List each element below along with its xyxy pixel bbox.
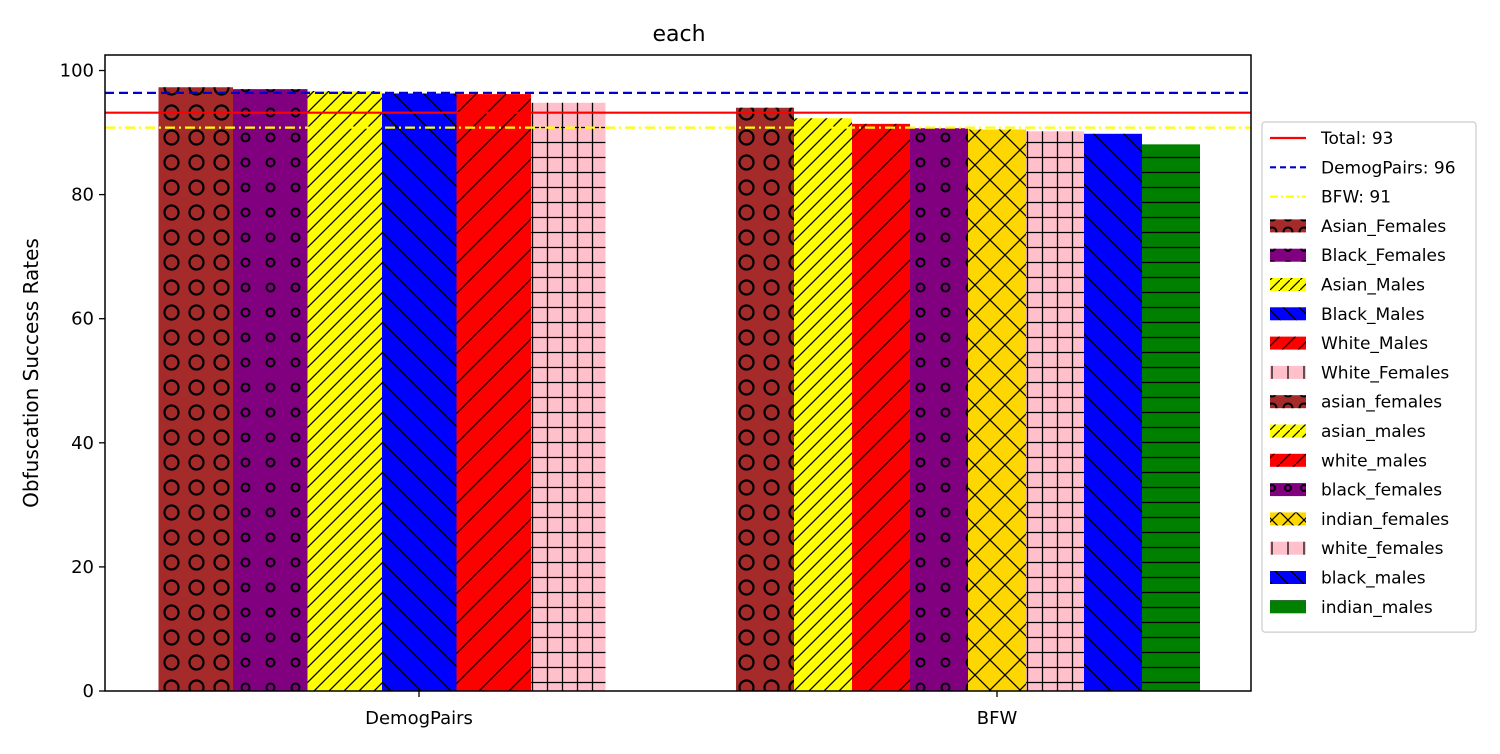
legend-swatch-hatch — [1270, 248, 1306, 262]
legend-swatch-hatch — [1270, 541, 1306, 555]
legend-label: Asian_Females — [1321, 217, 1446, 237]
legend: Total: 93 DemogPairs: 96 BFW: 91 Asian_Fema… — [1261, 121, 1477, 633]
bar-bfw-black-males-hatch — [1084, 133, 1142, 692]
y-axis-label: Obfuscation Success Rates — [19, 238, 43, 508]
y-tick-label: 100 — [60, 61, 94, 82]
legend-label: black_males — [1321, 569, 1426, 589]
legend-entry-demogpairs-96: DemogPairs: 96 — [1270, 158, 1456, 178]
bar-demogpairs-asian-males-hatch — [307, 90, 382, 692]
legend-entry-black-females: black_females — [1270, 481, 1442, 501]
legend-swatch-hatch — [1270, 395, 1306, 409]
bar-bfw-indian-females — [968, 129, 1026, 691]
legend-label: White_Males — [1321, 334, 1428, 354]
legend-entry-white-males: white_males — [1270, 451, 1427, 471]
reference-lines-layer — [105, 91, 1251, 129]
legend-entry-white-males: White_Males — [1270, 334, 1428, 354]
y-tick-label: 20 — [71, 557, 94, 578]
legend-label: Asian_Males — [1321, 276, 1425, 296]
x-tick-label-demogpairs: DemogPairs — [365, 708, 473, 729]
bar-bfw-white-females — [1026, 131, 1084, 691]
legend-entry-asian-males: Asian_Males — [1270, 276, 1425, 296]
legend-swatch-hatch — [1270, 219, 1306, 233]
legend-label: Black_Males — [1321, 305, 1425, 325]
bar-bfw-asian-males-hatch — [794, 118, 852, 692]
bar-demogpairs-white-females — [531, 102, 606, 691]
bar-bfw-asian-females — [736, 107, 794, 692]
bar-bfw-indian-females-hatch — [968, 129, 1026, 691]
legend-entry-asian-females: asian_females — [1270, 393, 1442, 413]
legend-label: Total: 93 — [1320, 129, 1393, 149]
bars-layer — [158, 87, 1200, 692]
y-tick-label: 60 — [71, 309, 94, 330]
legend-entry-black-males: black_males — [1270, 569, 1426, 589]
y-tick-label: 40 — [71, 433, 94, 454]
bar-bfw-indian-males-hatch — [1142, 144, 1200, 692]
bar-bfw-indian-males — [1142, 144, 1200, 692]
legend-label: BFW: 91 — [1321, 188, 1391, 208]
legend-label: asian_males — [1321, 422, 1426, 442]
legend-entry-total-93: Total: 93 — [1270, 129, 1393, 149]
y-tick-label: 80 — [71, 185, 94, 206]
bar-demogpairs-black-males — [382, 93, 457, 692]
legend-entry-indian-males: indian_males — [1270, 598, 1433, 618]
legend-label: indian_females — [1321, 510, 1449, 530]
legend-entry-black-males: Black_Males — [1270, 305, 1425, 325]
legend-label: Black_Females — [1321, 246, 1446, 266]
bar-bfw-black-females — [910, 128, 968, 692]
y-tick-label: 0 — [83, 681, 94, 702]
legend-swatch-hatch — [1270, 483, 1306, 497]
bar-demogpairs-asian-males — [307, 90, 382, 692]
bar-demogpairs-white-males-hatch — [456, 94, 531, 692]
legend-swatch-hatch — [1270, 571, 1306, 584]
bar-demogpairs-black-males-hatch — [382, 93, 457, 692]
legend-entry-indian-females: indian_females — [1270, 510, 1449, 530]
x-tick-label-bfw: BFW — [977, 708, 1018, 729]
legend-label: indian_males — [1321, 598, 1433, 618]
legend-label: DemogPairs: 96 — [1321, 158, 1456, 178]
bar-demogpairs-white-males — [456, 94, 531, 692]
legend-swatch-hatch — [1270, 424, 1306, 438]
legend-entry-asian-females: Asian_Females — [1270, 217, 1446, 237]
bar-bfw-asian-males — [794, 118, 852, 692]
bar-bfw-black-males — [1084, 133, 1142, 692]
x-axis: DemogPairs BFW — [365, 691, 1017, 729]
plot-frame — [104, 54, 1252, 692]
legend-swatch-hatch — [1270, 453, 1306, 467]
legend-swatch-hatch — [1270, 307, 1306, 321]
legend-swatch-hatch — [1270, 600, 1306, 614]
legend-frame — [1261, 121, 1477, 633]
legend-swatch-hatch — [1270, 512, 1306, 526]
chart-title: each — [652, 22, 705, 47]
legend-label: asian_females — [1321, 393, 1442, 413]
legend-entry-white-females: white_females — [1270, 539, 1444, 559]
legend-entry-white-females: White_Females — [1270, 363, 1449, 383]
bar-demogpairs-asian-females-hatch — [158, 87, 233, 691]
y-axis: 0 20 40 60 80 100 — [60, 61, 105, 702]
legend-swatch-hatch — [1270, 278, 1306, 291]
legend-entry-bfw-91: BFW: 91 — [1270, 188, 1391, 208]
bar-bfw-white-males-hatch — [852, 123, 910, 691]
bar-bfw-asian-females-hatch — [736, 107, 794, 692]
legend-label: white_males — [1321, 451, 1427, 471]
legend-entry-black-females: Black_Females — [1270, 246, 1446, 266]
legend-entry-asian-males: asian_males — [1270, 422, 1426, 442]
bar-demogpairs-black-females — [233, 89, 308, 691]
legend-swatch-hatch — [1270, 365, 1306, 379]
legend-label: white_females — [1321, 539, 1444, 559]
bar-demogpairs-white-females-hatch — [531, 102, 606, 691]
legend-label: black_females — [1321, 481, 1442, 501]
bar-demogpairs-black-females-hatch — [233, 89, 308, 691]
legend-label: White_Females — [1321, 363, 1449, 383]
bar-bfw-black-females-hatch — [910, 128, 968, 692]
legend-swatch-hatch — [1270, 336, 1306, 350]
bar-bfw-white-males — [852, 123, 910, 691]
bar-bfw-white-females-hatch — [1026, 131, 1084, 691]
bar-demogpairs-asian-females — [158, 87, 233, 691]
